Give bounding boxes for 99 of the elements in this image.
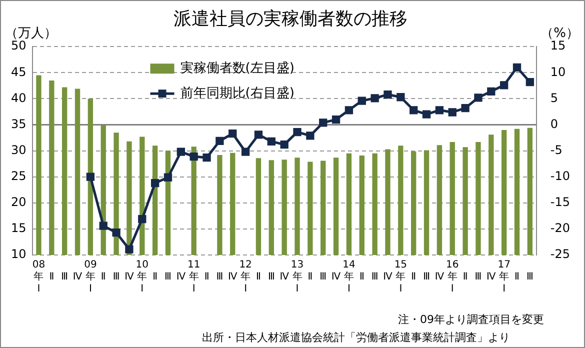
x-tick-label: Ⅲ	[371, 272, 378, 283]
x-tick-label: Ⅲ	[526, 272, 534, 283]
x-tick-label: Ⅳ	[124, 272, 135, 283]
point	[164, 173, 172, 182]
legend-label: 前年同期比(右目盛)	[180, 86, 294, 101]
x-tick-label: 08 年 Ⅰ	[32, 260, 46, 295]
y2-tick-label: 10	[550, 64, 566, 79]
x-tick-label: Ⅱ	[308, 272, 313, 283]
x-tick-label: 12 年 Ⅰ	[239, 260, 252, 295]
x-tick-label: 13 年 Ⅰ	[290, 260, 304, 295]
y-tick-label: 50	[10, 38, 26, 53]
x-tick-label: Ⅲ	[320, 272, 327, 283]
x-tick-label: Ⅲ	[61, 272, 68, 283]
point	[512, 63, 522, 72]
y-tick-label: 30	[10, 142, 26, 157]
x-tick-label: Ⅲ	[423, 272, 430, 283]
x-tick-label: Ⅱ	[49, 272, 54, 283]
x-tick-label: Ⅱ	[256, 272, 261, 283]
y2-axis-title: （%）	[540, 26, 579, 41]
text: 注・09年より調査項目を変更	[398, 313, 544, 326]
x-tick-label: Ⅳ	[434, 272, 445, 283]
x-tick-label: Ⅲ	[474, 272, 482, 283]
y2-tick-label: 0	[550, 116, 558, 131]
x-tick-label: 17 年 Ⅰ	[498, 260, 510, 295]
x-tick-label: Ⅳ	[486, 272, 497, 283]
y2-tick-label: -10	[550, 168, 570, 183]
y-tick-label: 15	[10, 221, 26, 236]
point	[384, 90, 392, 99]
y-tick-label: 25	[10, 168, 26, 183]
x-tick-label: 15 年 Ⅰ	[394, 260, 408, 295]
point	[228, 130, 237, 138]
point	[396, 93, 405, 102]
point	[344, 106, 354, 114]
point	[125, 245, 134, 254]
y2-tick-label: -25	[550, 247, 570, 262]
point	[241, 148, 250, 156]
chart-title: 派遣社員の実稼働者数の推移	[174, 8, 408, 30]
x-tick-label: Ⅱ	[152, 272, 158, 283]
x-tick-label: Ⅳ	[383, 272, 394, 283]
x-tick-label: 10 年 Ⅰ	[136, 260, 149, 295]
point	[461, 104, 470, 112]
point	[150, 179, 160, 188]
x-tick-label: 11 年 Ⅰ	[187, 260, 200, 295]
point	[99, 222, 108, 230]
x-tick-label: Ⅱ	[514, 272, 520, 283]
point	[526, 78, 534, 86]
point	[332, 115, 340, 124]
x-tick-label: 14 年 Ⅰ	[342, 260, 356, 295]
point	[435, 106, 444, 114]
y2-tick-label: 5	[550, 90, 558, 105]
x-tick-label: Ⅳ	[331, 272, 342, 283]
y2-tick-label: -5	[550, 142, 562, 157]
point	[448, 108, 456, 116]
x-tick-label: Ⅳ	[176, 272, 186, 283]
y-tick-label: 35	[10, 116, 26, 131]
y2-tick-label: -20	[550, 221, 570, 236]
y2-tick-label: -15	[550, 195, 570, 210]
y-axis-title: （万人）	[5, 26, 57, 41]
point	[190, 152, 198, 161]
point	[358, 96, 366, 105]
x-tick-label: Ⅱ	[100, 272, 106, 283]
point	[370, 94, 379, 102]
point	[280, 140, 288, 149]
point	[293, 128, 302, 136]
point	[500, 81, 508, 90]
x-tick-label: Ⅱ	[462, 272, 468, 283]
x-tick-label: Ⅱ	[204, 272, 210, 283]
point	[487, 87, 496, 96]
x-tick-label: Ⅱ	[411, 272, 416, 283]
point	[112, 228, 120, 237]
y2-tick-label: 15	[550, 38, 566, 53]
point	[319, 118, 328, 127]
point	[138, 214, 146, 224]
y-tick-label: 45	[10, 64, 26, 79]
point	[216, 136, 224, 145]
text: 出所・日本人材派遣協会統計「労働者派遣事業統計調査」より	[202, 331, 510, 344]
x-tick-label: 16 年 Ⅰ	[446, 260, 459, 295]
y-tick-label: 10	[10, 247, 26, 262]
legend-label: 実稼働者数(左目盛)	[180, 60, 294, 76]
point	[254, 130, 263, 139]
x-tick-label: Ⅱ	[359, 272, 364, 283]
point	[202, 153, 211, 162]
x-tick-label: Ⅳ	[72, 272, 83, 283]
point	[410, 106, 418, 114]
x-tick-label: 09 年 Ⅰ	[84, 260, 97, 295]
y-tick-label: 40	[10, 90, 26, 105]
y-tick-label: 20	[10, 195, 26, 210]
x-tick-label: Ⅳ	[280, 272, 290, 283]
point	[176, 148, 185, 156]
x-tick-label: Ⅲ	[268, 272, 275, 283]
point	[474, 94, 482, 102]
point	[86, 172, 95, 181]
point	[267, 137, 276, 146]
x-tick-label: Ⅳ	[228, 272, 238, 283]
x-tick-label: Ⅲ	[164, 272, 172, 283]
point	[306, 132, 314, 140]
x-tick-label: Ⅲ	[112, 272, 120, 283]
point	[422, 110, 431, 118]
x-tick-label: Ⅲ	[216, 272, 224, 283]
